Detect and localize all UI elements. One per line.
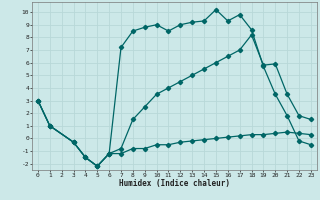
X-axis label: Humidex (Indice chaleur): Humidex (Indice chaleur): [119, 179, 230, 188]
